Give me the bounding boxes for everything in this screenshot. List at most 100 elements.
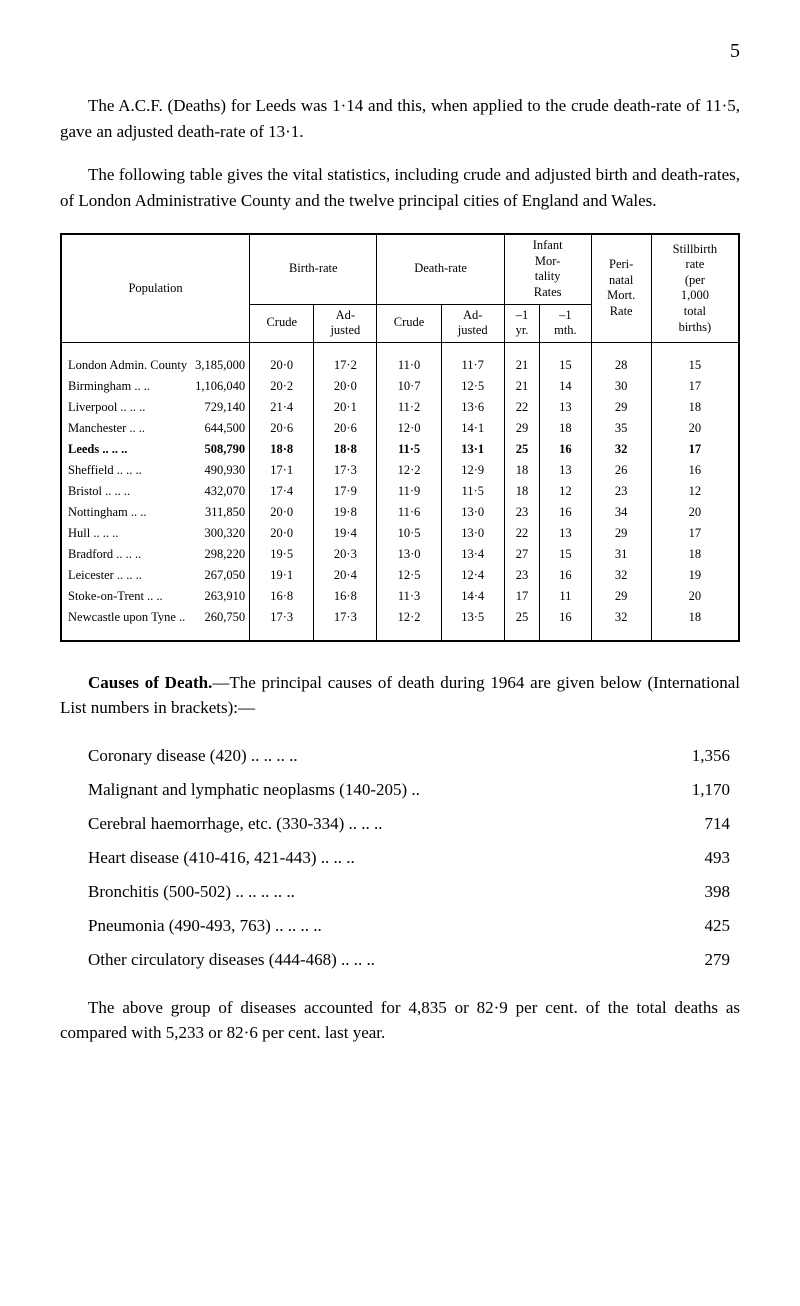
cell-bc: 20·6 [250,418,314,439]
population-value: 729,140 [204,400,245,415]
cause-label: Cerebral haemorrhage, etc. (330-334) .. … [60,807,383,841]
causes-list: Coronary disease (420) .. .. .. ..1,356M… [60,739,740,977]
cell-bc: 17·3 [250,607,314,628]
cell-sb: 18 [651,607,739,628]
cell-bc: 20·0 [250,523,314,544]
cell-im: 18 [540,418,591,439]
cell-im: 11 [540,586,591,607]
cell-pn: 23 [591,481,651,502]
cell-dc: 11·5 [377,439,441,460]
cell-city-pop: Hull .. .. ..300,320 [61,523,250,544]
cell-dc: 13·0 [377,544,441,565]
col-birth-adjusted: Ad- justed [314,304,377,342]
cell-da: 11·5 [441,481,504,502]
causes-heading: Causes of Death. [88,673,212,692]
cell-sb: 12 [651,481,739,502]
cell-ba: 20·1 [314,397,377,418]
population-value: 508,790 [204,442,245,457]
table-row: Birmingham .. ..1,106,04020·220·010·712·… [61,376,739,397]
cell-sb: 16 [651,460,739,481]
cell-sb: 20 [651,586,739,607]
cell-da: 12·9 [441,460,504,481]
cell-sb: 15 [651,355,739,376]
cell-pn: 35 [591,418,651,439]
causes-paragraph: Causes of Death.—The principal causes of… [60,670,740,721]
table-row: Liverpool .. .. ..729,14021·420·111·213·… [61,397,739,418]
cell-bc: 20·2 [250,376,314,397]
cell-dc: 12·2 [377,460,441,481]
cell-dc: 12·5 [377,565,441,586]
cell-iy: 22 [504,523,539,544]
cell-da: 11·7 [441,355,504,376]
cell-bc: 19·5 [250,544,314,565]
cell-bc: 20·0 [250,355,314,376]
population-value: 3,185,000 [195,358,245,373]
cell-bc: 19·1 [250,565,314,586]
cell-dc: 11·0 [377,355,441,376]
city-name: Liverpool .. .. .. [68,400,145,415]
cell-ba: 19·8 [314,502,377,523]
cell-da: 12·5 [441,376,504,397]
cell-da: 13·6 [441,397,504,418]
cell-pn: 32 [591,565,651,586]
cell-sb: 20 [651,502,739,523]
cell-im: 16 [540,607,591,628]
cell-pn: 29 [591,397,651,418]
cell-dc: 12·2 [377,607,441,628]
cell-da: 13·1 [441,439,504,460]
cause-label: Pneumonia (490-493, 763) .. .. .. .. [60,909,322,943]
table-row: Sheffield .. .. ..490,93017·117·312·212·… [61,460,739,481]
cell-ba: 17·9 [314,481,377,502]
cell-city-pop: Nottingham .. ..311,850 [61,502,250,523]
col-stillbirth: Stillbirth rate (per 1,000 total births) [651,234,739,342]
cell-iy: 25 [504,607,539,628]
cell-city-pop: Birmingham .. ..1,106,040 [61,376,250,397]
city-name: Manchester .. .. [68,421,145,436]
cause-line: Malignant and lymphatic neoplasms (140-2… [60,773,740,807]
cell-iy: 25 [504,439,539,460]
population-value: 298,220 [204,547,245,562]
cause-line: Coronary disease (420) .. .. .. ..1,356 [60,739,740,773]
table-row: Leicester .. .. ..267,05019·120·412·512·… [61,565,739,586]
cell-ba: 19·4 [314,523,377,544]
col-population: Population [61,234,250,342]
cell-da: 12·4 [441,565,504,586]
cause-line: Heart disease (410-416, 421-443) .. .. .… [60,841,740,875]
cause-value: 425 [660,909,740,943]
cell-im: 15 [540,544,591,565]
table-header: Population Birth-rate Death-rate Infant … [61,234,739,342]
population-value: 644,500 [204,421,245,436]
cause-label: Bronchitis (500-502) .. .. .. .. .. [60,875,295,909]
paragraph-acf: The A.C.F. (Deaths) for Leeds was 1·14 a… [60,93,740,144]
cell-ba: 17·3 [314,460,377,481]
table-row: Hull .. .. ..300,32020·019·410·513·02213… [61,523,739,544]
cell-iy: 23 [504,502,539,523]
cell-im: 13 [540,523,591,544]
population-value: 260,750 [204,610,245,625]
col-death-rate: Death-rate [377,234,504,304]
cell-dc: 10·7 [377,376,441,397]
cell-da: 14·1 [441,418,504,439]
cell-city-pop: Bradford .. .. ..298,220 [61,544,250,565]
cell-iy: 23 [504,565,539,586]
col-infant-mth: –1 mth. [540,304,591,342]
cause-value: 493 [660,841,740,875]
cell-city-pop: Sheffield .. .. ..490,930 [61,460,250,481]
population-value: 1,106,040 [195,379,245,394]
table-row: Manchester .. ..644,50020·620·612·014·12… [61,418,739,439]
table-row: Bradford .. .. ..298,22019·520·313·013·4… [61,544,739,565]
cell-im: 16 [540,502,591,523]
cause-line: Cerebral haemorrhage, etc. (330-334) .. … [60,807,740,841]
cell-im: 15 [540,355,591,376]
col-birth-rate: Birth-rate [250,234,377,304]
cell-dc: 12·0 [377,418,441,439]
cell-ba: 20·0 [314,376,377,397]
city-name: Newcastle upon Tyne .. [68,610,185,625]
cell-iy: 29 [504,418,539,439]
cause-label: Other circulatory diseases (444-468) .. … [60,943,375,977]
city-name: Nottingham .. .. [68,505,146,520]
cell-pn: 26 [591,460,651,481]
city-name: Hull .. .. .. [68,526,118,541]
cell-city-pop: Leeds .. .. ..508,790 [61,439,250,460]
cell-bc: 17·4 [250,481,314,502]
